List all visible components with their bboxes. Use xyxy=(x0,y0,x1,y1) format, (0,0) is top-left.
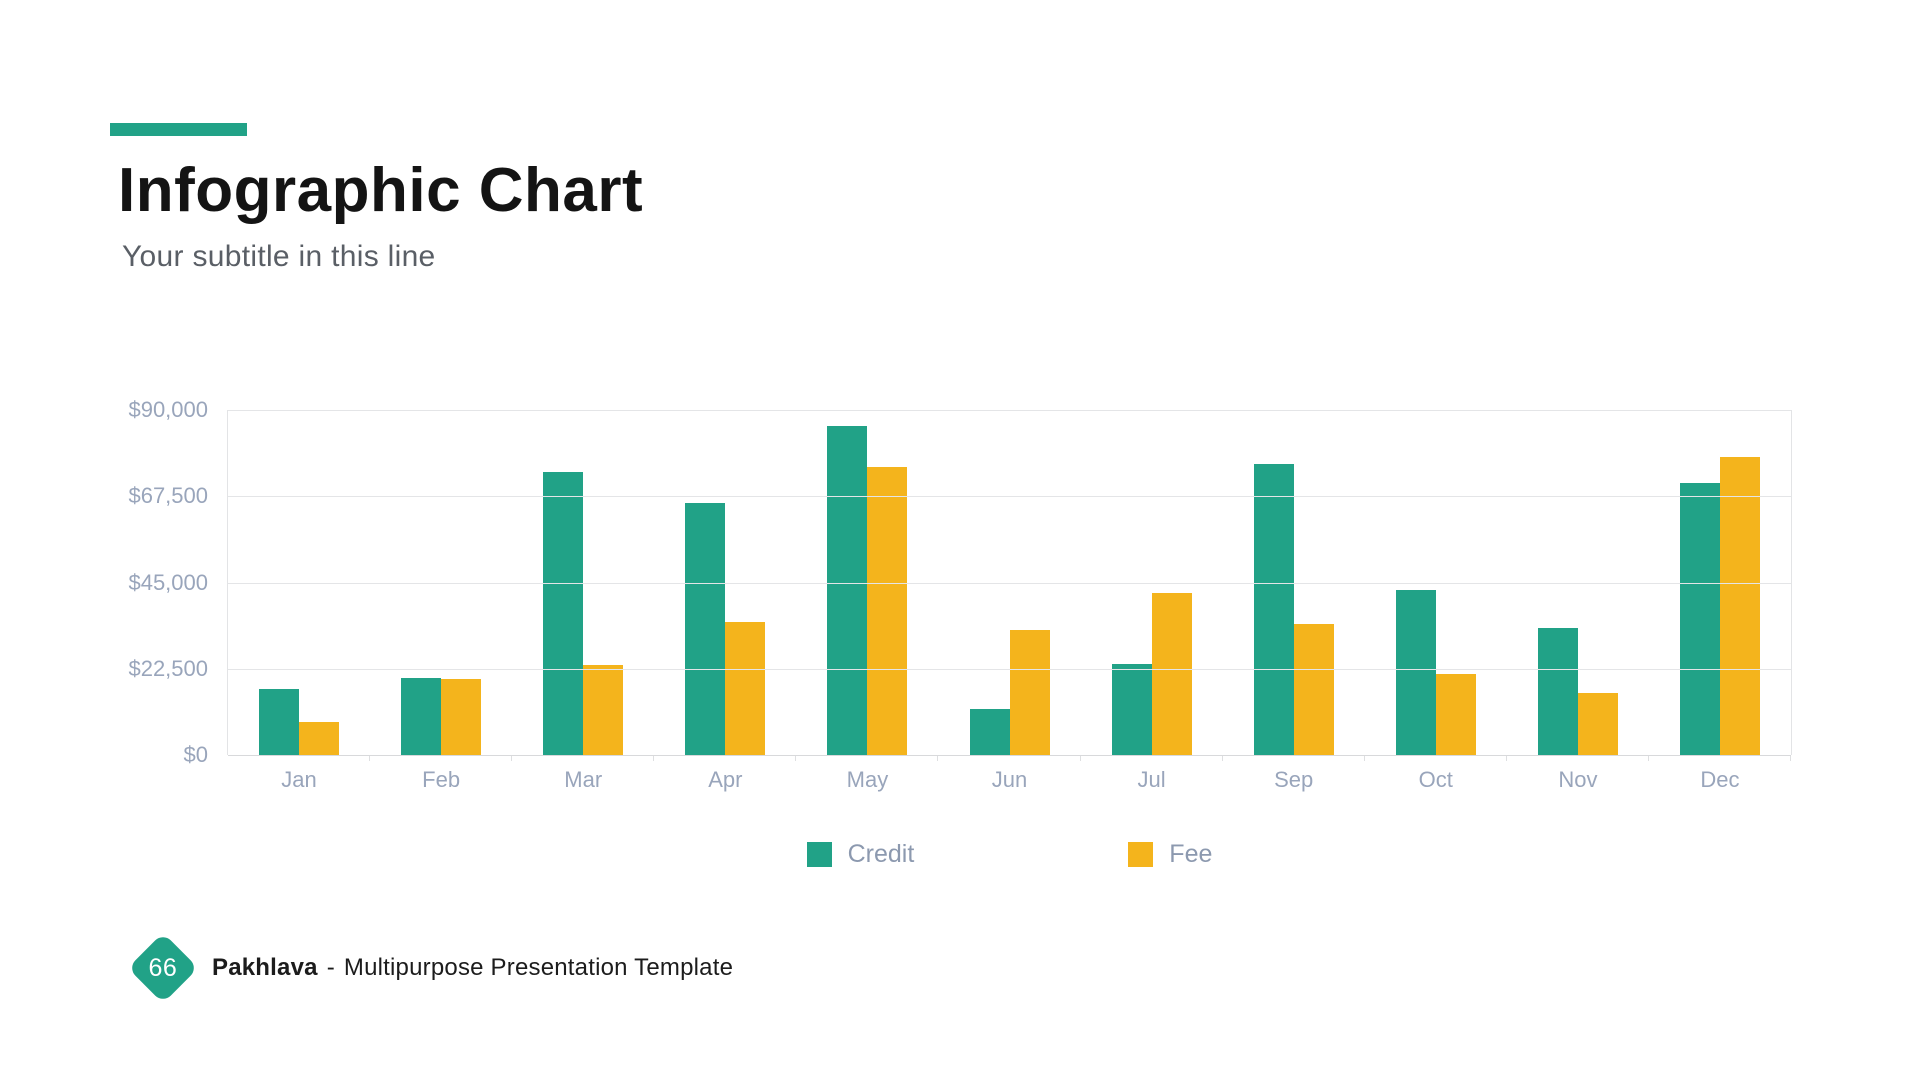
x-axis-tick xyxy=(653,755,655,761)
bar-fee-dec xyxy=(1719,457,1760,755)
bar-group-jun: Jun xyxy=(938,410,1081,792)
plot-area: Jan Feb Mar Apr May Jun Jul Sep Oct Nov Dec xyxy=(227,410,1792,792)
bar-group-dec: Dec xyxy=(1649,410,1792,792)
y-axis-tick-label-90000: $90,000 xyxy=(128,397,208,422)
bar-group-may: May xyxy=(796,410,939,792)
bar-fee-feb xyxy=(441,679,482,755)
bar-credit-mar xyxy=(543,472,584,755)
bar-group-jan: Jan xyxy=(228,410,371,792)
bar-fee-jan xyxy=(299,722,340,755)
bar-fee-may xyxy=(867,467,908,755)
bar-credit-jan xyxy=(259,689,300,755)
x-axis-label-apr: Apr xyxy=(708,767,743,792)
page-number: 66 xyxy=(148,953,178,982)
bar-group-oct: Oct xyxy=(1365,410,1507,792)
bar-credit-jul xyxy=(1111,664,1152,755)
y-axis-tick-label-67500: $67,500 xyxy=(128,483,208,509)
page-number-badge: 66 xyxy=(127,932,199,1004)
bar-credit-feb xyxy=(401,677,442,755)
gridline-67500 xyxy=(228,496,1791,498)
x-axis-label-dec: Dec xyxy=(1700,767,1740,792)
legend-item-fee: Fee xyxy=(1128,840,1212,869)
gridline-45000 xyxy=(228,582,1791,584)
footer-separator: - xyxy=(326,954,335,981)
bar-group-jul: Jul xyxy=(1081,410,1223,792)
x-axis-tick xyxy=(1079,755,1081,761)
title-accent-bar xyxy=(110,123,247,136)
legend-label-fee: Fee xyxy=(1169,840,1213,868)
x-axis-label-mar: Mar xyxy=(564,767,603,792)
bar-group-feb: Feb xyxy=(370,410,513,792)
x-axis-tick xyxy=(1221,755,1223,761)
bar-credit-may xyxy=(827,426,868,755)
page-title: Infographic Chart xyxy=(118,156,644,225)
bar-fee-sep xyxy=(1293,623,1334,755)
legend-swatch-credit xyxy=(806,842,832,867)
bar-credit-apr xyxy=(685,503,726,755)
bar-fee-apr xyxy=(725,621,766,755)
x-axis-label-feb: Feb xyxy=(422,767,461,792)
bar-fee-nov xyxy=(1577,692,1618,755)
y-axis-labels: $90,000 $67,500 $45,000 $22,500 $0 xyxy=(80,397,208,767)
x-axis-tick xyxy=(1505,755,1507,761)
x-axis-label-nov: Nov xyxy=(1558,767,1598,792)
page-subtitle: Your subtitle in this line xyxy=(122,240,436,273)
x-axis-tick xyxy=(1363,755,1365,761)
gridline-0 xyxy=(228,755,1791,756)
bar-groups: Jan Feb Mar Apr May Jun Jul Sep Oct Nov Dec xyxy=(228,410,1792,792)
x-axis-label-jul: Jul xyxy=(1137,767,1166,792)
bar-credit-jun xyxy=(969,709,1010,755)
legend: Credit Fee xyxy=(227,840,1792,869)
x-axis-tick xyxy=(511,755,513,761)
x-axis-label-jan: Jan xyxy=(281,767,317,792)
bar-credit-nov xyxy=(1537,628,1578,755)
bar-credit-oct xyxy=(1395,590,1436,755)
footer-brand: Pakhlava xyxy=(212,954,318,981)
bar-group-apr: Apr xyxy=(654,410,797,792)
legend-swatch-fee xyxy=(1128,842,1154,867)
x-axis-label-oct: Oct xyxy=(1418,767,1453,792)
bar-credit-sep xyxy=(1253,464,1294,755)
x-axis-tick xyxy=(1647,755,1649,761)
bar-fee-oct xyxy=(1435,674,1476,755)
footer-text: Pakhlava - Multipurpose Presentation Tem… xyxy=(212,954,733,982)
x-axis-tick xyxy=(369,755,371,761)
bar-group-sep: Sep xyxy=(1223,410,1365,792)
bar-fee-jun xyxy=(1009,629,1050,755)
x-axis-label-may: May xyxy=(846,767,889,792)
bar-fee-mar xyxy=(583,664,624,755)
x-axis-label-jun: Jun xyxy=(991,767,1028,792)
y-axis-tick-label-0: $0 xyxy=(183,742,208,767)
bar-fee-jul xyxy=(1151,593,1192,755)
y-axis-tick-label-45000: $45,000 xyxy=(128,569,208,595)
x-axis-tick xyxy=(795,755,797,761)
y-axis-tick-label-22500: $22,500 xyxy=(128,655,208,681)
legend-item-credit: Credit xyxy=(806,840,915,869)
footer-description: Multipurpose Presentation Template xyxy=(343,954,734,981)
gridline-90000 xyxy=(228,410,1791,411)
bar-group-nov: Nov xyxy=(1507,410,1649,792)
gridline-22500 xyxy=(228,668,1791,670)
x-axis-label-sep: Sep xyxy=(1274,767,1314,792)
x-axis-tick xyxy=(1790,755,1792,761)
legend-label-credit: Credit xyxy=(847,840,915,868)
bar-credit-dec xyxy=(1679,483,1720,755)
bar-group-mar: Mar xyxy=(512,410,655,792)
x-axis-tick xyxy=(937,755,939,761)
